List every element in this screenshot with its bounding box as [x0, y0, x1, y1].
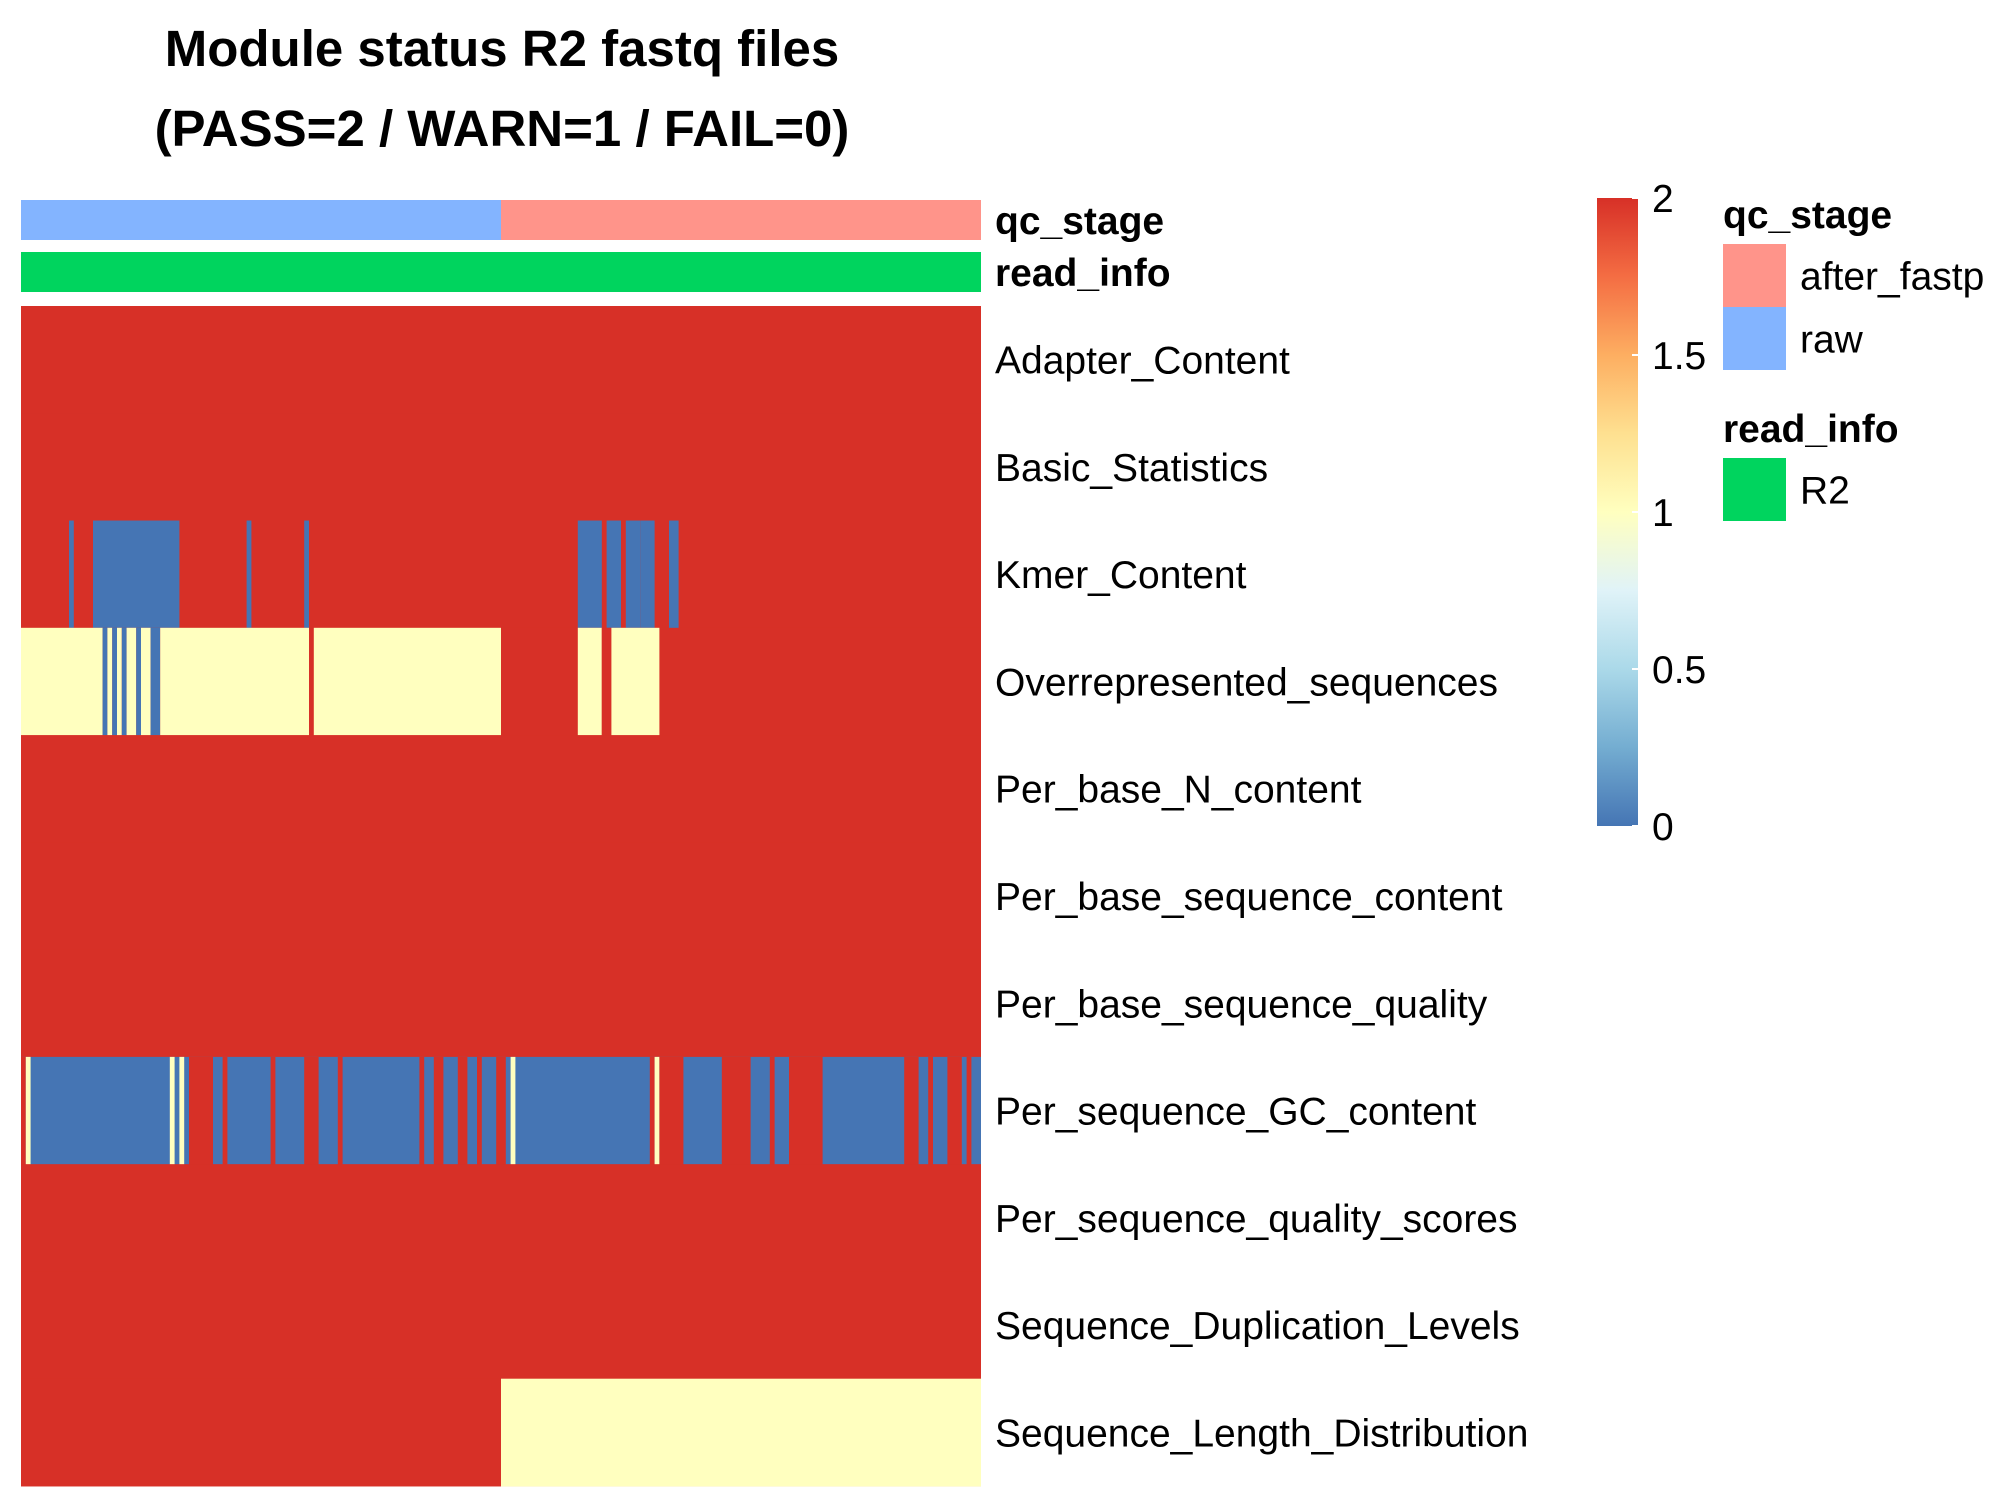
heatmap-row-Per_base_sequence_quality [21, 949, 981, 1058]
heatmap-cell-Overrepresented_sequences-14 [601, 627, 612, 736]
heatmap-cell-Per_sequence_GC_content-13 [496, 1056, 506, 1165]
legend-swatch-raw [1723, 307, 1786, 370]
heatmap-row-Kmer_Content [21, 520, 981, 629]
legend-swatch-after_fastp [1723, 244, 1786, 307]
legend-title-qc_stage: qc_stage [1723, 194, 1892, 237]
heatmap-cell-Overrepresented_sequences-1 [102, 627, 108, 736]
heatmap-row-Adapter_Content [21, 306, 981, 414]
heatmap-cell-Kmer_Content-7 [640, 520, 655, 629]
heatmap-row-Sequence_Duplication_Levels [21, 1271, 981, 1380]
heatmap-cell-Per_sequence_GC_content-0 [21, 1056, 26, 1165]
heatmap-cell-Per_sequence_GC_content-15 [649, 1056, 655, 1165]
heatmap-cell-Kmer_Content-8 [669, 520, 679, 629]
heatmap-cell-Kmer_Content-0 [69, 520, 74, 629]
heatmap-cell-Per_sequence_GC_content-23 [947, 1056, 962, 1165]
legend-label-raw: raw [1800, 319, 1864, 362]
heatmap-cell-Per_sequence_GC_content-5 [222, 1056, 228, 1165]
row-label-Per_base_N_content: Per_base_N_content [995, 769, 1362, 812]
heatmap-cell-Per_sequence_GC_content-8 [337, 1056, 343, 1165]
chart-title-line-1: Module status R2 fastq files [165, 20, 839, 77]
heatmap-cell-Per_sequence_GC_content-22 [928, 1056, 933, 1165]
annotation-label-qc_stage: qc_stage [995, 200, 1164, 243]
heatmap-cell-Per_sequence_GC_content-18 [721, 1056, 751, 1165]
colorbar: 0 0.5 1 1.5 2 [1597, 178, 1706, 849]
colorbar-gradient [1597, 198, 1638, 826]
heatmap-cell-Overrepresented_sequences-15 [611, 627, 660, 736]
heatmap-cell-Overrepresented_sequences-8 [141, 627, 151, 736]
heatmap-cell-Per_sequence_GC_content-17 [659, 1056, 684, 1165]
heatmap-cell-Kmer_Content-3 [304, 520, 309, 629]
row-label-Overrepresented_sequences: Overrepresented_sequences [995, 661, 1498, 704]
heatmap-cell-Overrepresented_sequences-4 [117, 627, 122, 736]
heatmap-cell-Overrepresented_sequences-12 [313, 627, 501, 736]
column-annotations [21, 200, 981, 292]
annotation-qc_stage-raw [21, 200, 501, 240]
heatmap-cell-Kmer_Content-1 [93, 520, 180, 629]
heatmap-cell-Per_sequence_GC_content-7 [304, 1056, 319, 1165]
colorbar-tick-label: 0.5 [1652, 649, 1706, 692]
heatmap-cell-Overrepresented_sequences-6 [126, 627, 137, 736]
chart-title-line-2: (PASS=2 / WARN=1 / FAIL=0) [155, 100, 850, 157]
heatmap-cell-Per_sequence_GC_content-10 [433, 1056, 444, 1165]
heatmap-cell-Per_sequence_GC_content-24 [966, 1056, 972, 1165]
row-labels: qc_stage read_info Adapter_Content Basic_St… [995, 200, 1528, 1455]
heatmap-cell-Per_sequence_GC_content-14 [510, 1056, 516, 1165]
annotation-qc_stage-after_fastp [501, 200, 981, 240]
legend-label-R2: R2 [1800, 470, 1850, 513]
legend-title-read_info: read_info [1723, 408, 1899, 451]
heatmap-cell-Per_sequence_GC_content-4 [189, 1056, 213, 1165]
heatmap-cell-Per_sequence_GC_content-11 [457, 1056, 468, 1165]
heatmap-cell-Sequence_Length_Distribution-0 [501, 1378, 981, 1487]
heatmap-cell-Per_sequence_GC_content-20 [789, 1056, 823, 1165]
heatmap-row-Per_base_sequence_content [21, 842, 981, 951]
colorbar-tick-label: 1 [1652, 492, 1674, 535]
heatmap-cell-Per_sequence_GC_content-1 [25, 1056, 31, 1165]
annotation-read_info-R2 [21, 252, 981, 292]
heatmap-cell-Overrepresented_sequences-5 [121, 627, 127, 736]
heatmap-cell-Per_sequence_GC_content-19 [769, 1056, 775, 1165]
heatmap-cell-Per_sequence_GC_content-2 [169, 1056, 175, 1165]
row-label-Sequence_Duplication_Levels: Sequence_Duplication_Levels [995, 1305, 1520, 1348]
heatmap-cell-Per_sequence_GC_content-3 [179, 1056, 185, 1165]
heatmap-cell-Per_sequence_GC_content-9 [419, 1056, 425, 1165]
heatmap-cell-Overrepresented_sequences-3 [112, 627, 117, 736]
heatmap-row-Per_sequence_quality_scores [21, 1164, 981, 1272]
row-label-Per_base_sequence_quality: Per_base_sequence_quality [995, 983, 1488, 1026]
heatmap-row-Per_base_N_content [21, 735, 981, 843]
heatmap-cell-Overrepresented_sequences-0 [21, 627, 103, 736]
heatmap-cell-Per_sequence_GC_content-16 [654, 1056, 660, 1165]
heatmap-cell-Overrepresented_sequences-13 [577, 627, 602, 736]
colorbar-tick-label: 1.5 [1652, 335, 1706, 378]
colorbar-tick-label: 0 [1652, 806, 1674, 849]
legend-label-after_fastp: after_fastp [1800, 256, 1984, 299]
heatmap-cell-Kmer_Content-2 [246, 520, 252, 629]
heatmap-cell-Overrepresented_sequences-11 [309, 627, 314, 736]
heatmap-cell-Per_sequence_GC_content-12 [477, 1056, 482, 1165]
row-label-Adapter_Content: Adapter_Content [995, 340, 1290, 383]
row-label-Per_sequence_quality_scores: Per_sequence_quality_scores [995, 1198, 1518, 1241]
colorbar-tick-label: 2 [1652, 178, 1674, 221]
row-label-Per_base_sequence_content: Per_base_sequence_content [995, 876, 1503, 919]
heatmap-cell-Overrepresented_sequences-10 [160, 627, 309, 736]
heatmap-cells [21, 306, 981, 1487]
row-label-Kmer_Content: Kmer_Content [995, 554, 1247, 597]
heatmap-row-Basic_Statistics [21, 413, 981, 522]
row-label-Sequence_Length_Distribution: Sequence_Length_Distribution [995, 1412, 1528, 1455]
heatmap-cell-Kmer_Content-6 [625, 520, 641, 629]
heatmap-cell-Kmer_Content-4 [577, 520, 602, 629]
heatmap-cell-Overrepresented_sequences-7 [136, 627, 141, 736]
heatmap-cell-Kmer_Content-5 [606, 520, 621, 629]
heatmap-cell-Per_sequence_GC_content-21 [904, 1056, 919, 1165]
annotation-label-read_info: read_info [995, 252, 1171, 295]
row-label-Per_sequence_GC_content: Per_sequence_GC_content [995, 1091, 1476, 1134]
heatmap-cell-Overrepresented_sequences-2 [107, 627, 113, 736]
row-label-Basic_Statistics: Basic_Statistics [995, 447, 1268, 490]
heatmap-cell-Overrepresented_sequences-9 [150, 627, 161, 736]
legend-swatch-R2 [1723, 458, 1786, 521]
heatmap-cell-Per_sequence_GC_content-6 [270, 1056, 276, 1165]
